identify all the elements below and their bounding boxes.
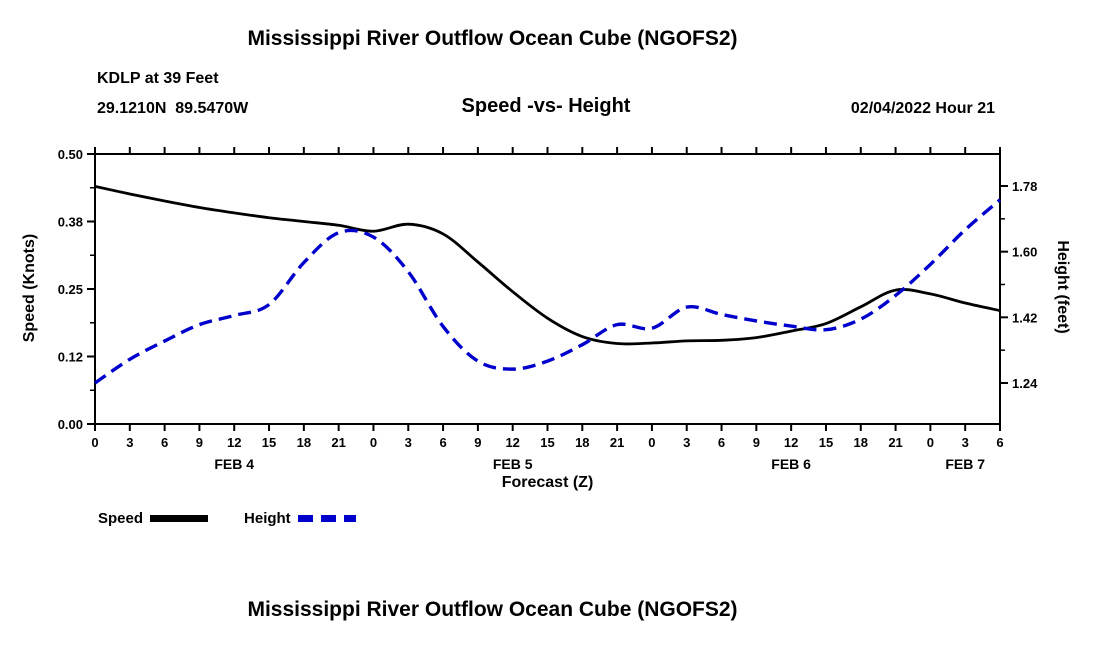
x-tick-label: 6 [161, 435, 168, 450]
x-tick-label: 15 [819, 435, 833, 450]
x-tick-label: 0 [648, 435, 655, 450]
legend-height-label: Height [244, 510, 291, 527]
forecast-datetime: 02/04/2022 Hour 21 [850, 100, 995, 117]
x-tick-label: 21 [888, 435, 902, 450]
speed-series-line [94, 185, 1001, 346]
station-name: KDLP at 39 Feet [97, 70, 219, 87]
day-label: FEB 5 [493, 456, 533, 472]
right-tick-label: 1.24 [1012, 376, 1038, 391]
x-tick-label: 12 [784, 435, 798, 450]
second-chart-title: Mississippi River Outflow Ocean Cube (NG… [247, 598, 738, 621]
height-series-line [94, 198, 1002, 385]
x-tick-label: 6 [439, 435, 446, 450]
left-tick-label: 0.50 [58, 147, 83, 162]
speed-line-swatch [150, 515, 209, 522]
left-tick-label: 0.12 [58, 350, 83, 365]
x-tick-label: 18 [854, 435, 868, 450]
chart-subtitle: Speed -vs- Height [461, 95, 631, 117]
x-tick-label: 15 [540, 435, 554, 450]
plot-border [94, 153, 1001, 425]
height-line-swatch [297, 515, 356, 522]
station-coordinates: 29.1210N 89.5470W [97, 100, 249, 117]
x-tick-label: 21 [331, 435, 345, 450]
x-tick-label: 9 [474, 435, 481, 450]
x-tick-label: 12 [227, 435, 241, 450]
x-tick-label: 18 [297, 435, 311, 450]
x-tick-label: 3 [405, 435, 412, 450]
x-tick-label: 0 [91, 435, 98, 450]
left-tick-label: 0.38 [58, 215, 83, 230]
x-axis-label: Forecast (Z) [501, 474, 594, 491]
day-label: FEB 6 [771, 456, 811, 472]
chart-main-title: Mississippi River Outflow Ocean Cube (NG… [247, 27, 738, 50]
right-tick-label: 1.42 [1012, 310, 1037, 325]
right-tick-label: 1.60 [1012, 245, 1037, 260]
speed-vs-height-chart: 0 3 6 9 12 15 18 21 0 3 6 9 12 15 18 21 0 3 6 9 12 15 18 21 0 3 6F… [58, 147, 1038, 472]
x-tick-label: 3 [126, 435, 133, 450]
day-label: FEB 7 [945, 456, 985, 472]
x-tick-label: 15 [262, 435, 276, 450]
chart-legend: Speed Height [98, 510, 356, 527]
legend-speed-label: Speed [98, 510, 144, 527]
x-tick-label: 6 [718, 435, 725, 450]
x-tick-label: 0 [370, 435, 377, 450]
x-tick-label: 12 [505, 435, 519, 450]
left-tick-label: 0.25 [58, 282, 83, 297]
day-label: FEB 4 [214, 456, 254, 472]
x-tick-label: 9 [196, 435, 203, 450]
x-tick-label: 3 [962, 435, 969, 450]
left-tick-label: 0.00 [58, 417, 83, 432]
x-tick-label: 21 [610, 435, 624, 450]
right-tick-label: 1.78 [1012, 179, 1037, 194]
x-tick-label: 6 [996, 435, 1003, 450]
x-tick-label: 0 [927, 435, 934, 450]
x-tick-label: 9 [753, 435, 760, 450]
x-tick-label: 18 [575, 435, 589, 450]
x-tick-label: 3 [683, 435, 690, 450]
